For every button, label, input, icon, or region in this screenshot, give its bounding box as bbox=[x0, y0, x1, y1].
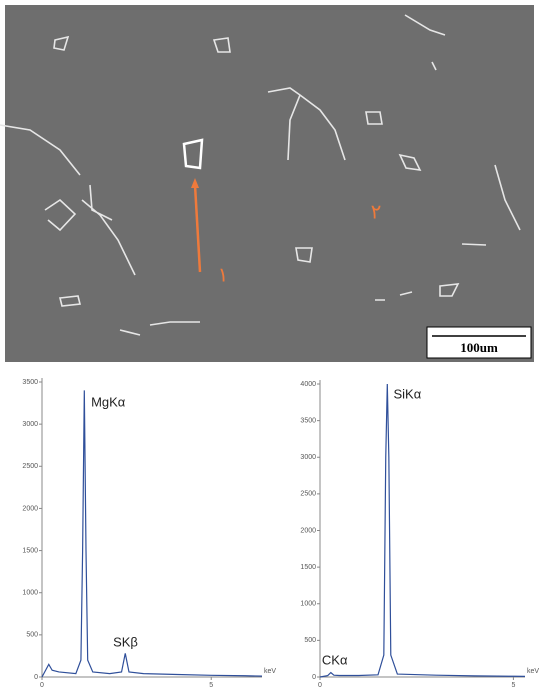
y-tick-label: 500 bbox=[26, 632, 38, 639]
x-tick-label: 0 bbox=[40, 682, 44, 689]
y-tick-label: 1500 bbox=[22, 547, 38, 554]
arrow bbox=[193, 184, 202, 273]
y-tick-label: 2500 bbox=[22, 463, 38, 470]
y-tick-label: 1000 bbox=[300, 601, 316, 608]
x-tick-label: 5 bbox=[209, 682, 213, 689]
peak-label: MgKα bbox=[91, 395, 126, 410]
y-tick-label: 3500 bbox=[300, 417, 316, 424]
y-tick-label: 0 bbox=[34, 674, 38, 681]
y-tick-label: 1000 bbox=[22, 590, 38, 597]
arrow-head bbox=[191, 178, 199, 188]
scale-bar-label: 100um bbox=[460, 340, 498, 355]
sem-image bbox=[5, 5, 534, 362]
x-tick-label: 0 bbox=[318, 682, 322, 689]
marker-label: ٢ bbox=[371, 201, 382, 223]
scale-bar-box bbox=[426, 326, 532, 359]
y-tick-label: 3500 bbox=[22, 379, 38, 386]
x-tick-label: 5 bbox=[511, 682, 515, 689]
y-tick-label: 4000 bbox=[300, 381, 316, 388]
y-tick-label: 3000 bbox=[300, 454, 316, 461]
spectrum-line bbox=[41, 390, 263, 678]
y-tick-label: 3000 bbox=[22, 421, 38, 428]
y-tick-label: 2000 bbox=[300, 527, 316, 534]
x-unit: keV bbox=[527, 668, 539, 675]
y-tick-label: 0 bbox=[312, 674, 316, 681]
y-tick-label: 2500 bbox=[300, 491, 316, 498]
peak-label: SiKα bbox=[393, 386, 421, 401]
spectrum-line bbox=[319, 383, 526, 678]
x-unit: keV bbox=[264, 668, 276, 675]
peak-label: SKβ bbox=[113, 635, 138, 650]
marker-label: ١ bbox=[218, 264, 229, 286]
y-tick-label: 2000 bbox=[22, 505, 38, 512]
peak-label: CKα bbox=[322, 652, 348, 667]
micrograph: ١ ٢ 100um bbox=[0, 5, 534, 362]
y-tick-label: 1500 bbox=[300, 564, 316, 571]
y-tick-label: 500 bbox=[304, 637, 316, 644]
sem-features bbox=[0, 14, 521, 336]
